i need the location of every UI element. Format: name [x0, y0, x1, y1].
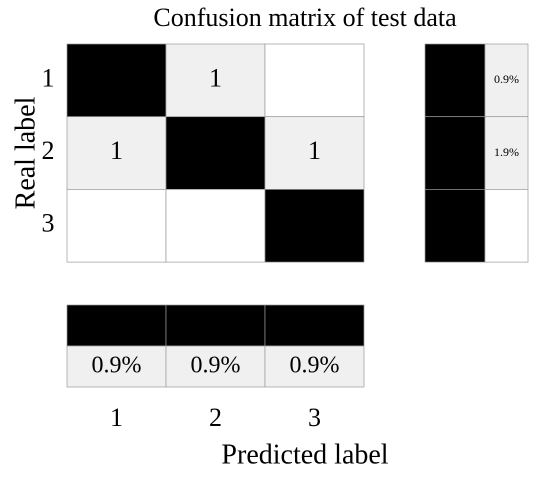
column-summary-cell: [264, 345, 365, 388]
row-summary-label: 0.9%: [494, 72, 519, 86]
row-summary-cell: [484, 189, 529, 263]
cell-label: 106: [196, 136, 235, 165]
row-summary-label: 98.1%: [440, 145, 471, 159]
matrix-cell: [165, 116, 266, 190]
row-summary-label: 1.9%: [494, 145, 519, 159]
row-summary-cell: [484, 116, 529, 190]
column-summary-label: 99.1%: [86, 312, 148, 338]
matrix-cell: [264, 189, 365, 263]
x-tick-label: 3: [308, 403, 321, 432]
matrix-cell: [66, 43, 167, 118]
row-summary-label: 99.1%: [440, 72, 471, 86]
matrix-cell: [165, 189, 266, 263]
column-summary-label: 0.9%: [92, 353, 142, 379]
column-summary-label: 99.1%: [185, 312, 247, 338]
column-summary-cell: [66, 304, 167, 347]
matrix-cell: [66, 189, 167, 263]
chart-title: Confusion matrix of test data: [153, 3, 457, 32]
x-tick-label: 1: [110, 403, 123, 432]
cell-label: 1: [209, 63, 222, 92]
cell-label: 107: [97, 63, 136, 92]
matrix-cell: [264, 116, 365, 190]
cell-label: 108: [295, 209, 334, 238]
matrix-cell: [264, 43, 365, 118]
x-tick-label: 2: [209, 403, 222, 432]
cell-label: 1: [308, 136, 321, 165]
column-summary-label: 99.1%: [284, 312, 346, 338]
cell-label: 1: [110, 136, 123, 165]
matrix-cell: [165, 43, 266, 118]
row-summary-cell: [484, 43, 529, 118]
column-summary-label: 0.9%: [290, 353, 340, 379]
y-axis-label: Real label: [10, 96, 41, 209]
y-tick-label: 1: [42, 63, 55, 92]
x-axis-label: Predicted label: [221, 439, 388, 470]
y-tick-label: 3: [42, 209, 55, 238]
column-summary-label: 0.9%: [191, 353, 241, 379]
column-summary-cell: [66, 345, 167, 388]
matrix-cell: [66, 116, 167, 190]
y-tick-label: 2: [42, 136, 55, 165]
column-summary-cell: [264, 304, 365, 347]
column-summary-cell: [165, 304, 266, 347]
row-summary-label: 100.0%: [437, 218, 474, 232]
